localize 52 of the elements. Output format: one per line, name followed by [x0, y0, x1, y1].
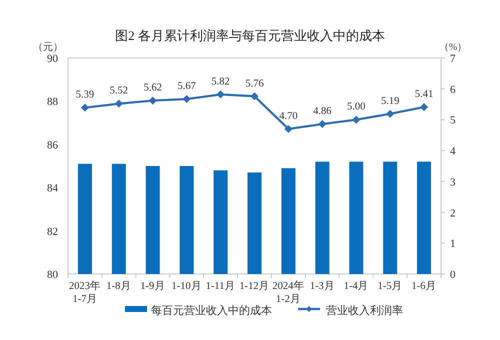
data-label: 4.70: [279, 110, 298, 122]
y2-tick-label: 7: [450, 53, 456, 65]
y2-tick-label: 6: [450, 84, 456, 96]
data-label: 5.52: [110, 86, 128, 97]
x-tick-label: 1-8月: [106, 280, 132, 292]
x-tick-label: 2024年 1-2月: [272, 280, 304, 305]
x-tick-label: 1-5月: [378, 280, 403, 292]
point: [250, 92, 258, 100]
y2-tick-label: 0: [450, 269, 456, 281]
data-label: 5.82: [211, 76, 230, 88]
data-label: 5.39: [76, 90, 94, 101]
x-tick-label: 1-12月: [239, 280, 270, 292]
data-label: 4.86: [313, 106, 332, 118]
legend-label: 每百元营业收入中的成本: [151, 304, 272, 317]
ylabel: （元）: [33, 42, 63, 53]
point: [114, 100, 123, 108]
point: [352, 116, 360, 124]
y2-tick-label: 1: [450, 238, 456, 250]
x-tick-label: 1-10月: [172, 280, 202, 292]
x-tick-label: 2023年 1-7月: [68, 280, 101, 305]
data-label: 5.62: [144, 82, 162, 94]
data-label: 5.19: [380, 96, 400, 107]
y2-tick-label: 4: [450, 146, 456, 158]
title: 图2 各月累计利润率与每百元营业收入中的成本: [115, 28, 385, 43]
data-label: 5.00: [347, 102, 366, 113]
y-tick-label: 84: [47, 182, 58, 195]
y-tick-label: 90: [47, 53, 58, 65]
y2-tick-label: 3: [450, 176, 456, 188]
y-tick-label: 88: [47, 96, 58, 108]
y-tick-label: 86: [47, 139, 58, 152]
y-tick-label: 82: [47, 226, 58, 238]
data-label: 5.76: [245, 78, 264, 90]
point: [148, 96, 157, 105]
x-tick-label: 1-4月: [344, 280, 369, 292]
y-tick-label: 80: [47, 269, 58, 281]
point: [420, 103, 428, 112]
x-tick-label: 1-9月: [140, 280, 166, 292]
y2label: （%）: [438, 42, 468, 53]
y2-tick-label: 5: [450, 114, 456, 127]
x-tick-label: 1-3月: [310, 280, 335, 292]
x-tick-label: 1-6月: [412, 280, 437, 292]
point: [284, 124, 292, 133]
point: [80, 104, 89, 112]
y2-tick-label: 2: [450, 207, 456, 220]
x-tick-label: 1-11月: [206, 280, 236, 292]
data-label: 5.67: [177, 81, 196, 92]
point: [216, 90, 225, 98]
point: [386, 110, 394, 118]
legend-label: 营业收入利润率: [326, 304, 403, 317]
data-label: 5.41: [414, 89, 434, 100]
point: [182, 95, 191, 104]
point: [318, 120, 326, 128]
